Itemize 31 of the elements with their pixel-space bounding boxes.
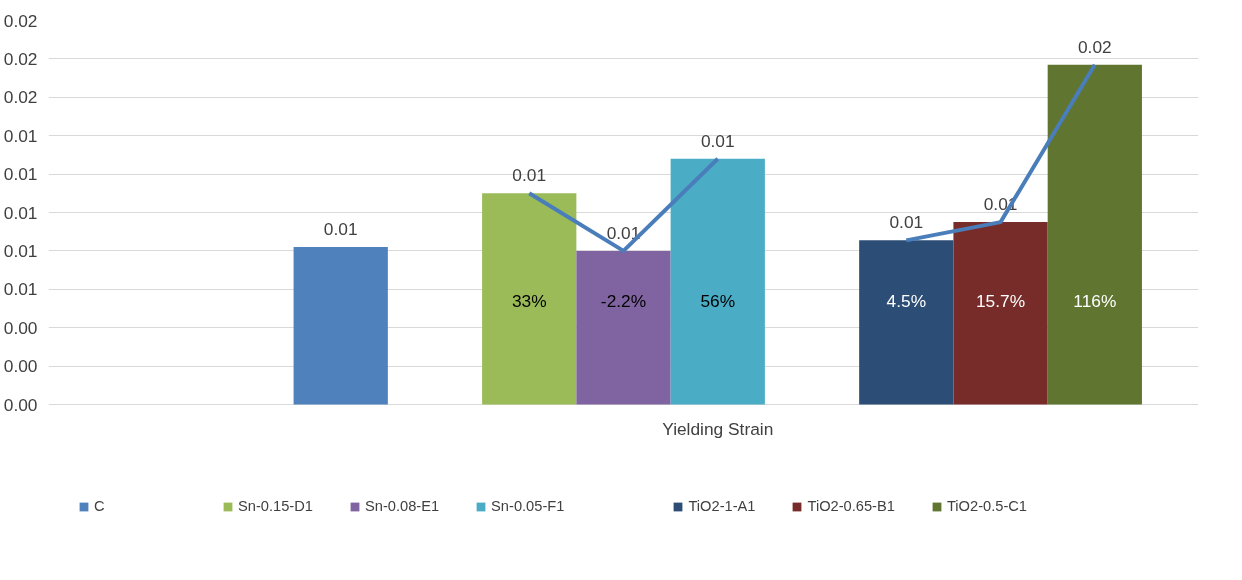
- y-tick-label: 0.02: [3, 10, 38, 31]
- y-tick-label: 0.01: [3, 240, 38, 261]
- y-tick-label: 0.01: [3, 164, 38, 185]
- y-tick-label: 0.00: [3, 356, 38, 377]
- annotation: 4.5%: [886, 290, 927, 311]
- y-tick-label: 0.02: [3, 87, 38, 108]
- annotation: 56%: [700, 290, 736, 311]
- data-label: 0.01: [889, 212, 924, 233]
- data-label: 0.01: [700, 130, 735, 151]
- y-tick-label: 0.00: [3, 394, 38, 415]
- annotation: 116%: [1073, 290, 1117, 311]
- annotation: 33%: [511, 290, 547, 311]
- annotation: -2.2%: [600, 290, 647, 311]
- y-tick-label: 0.02: [3, 48, 38, 69]
- legend-label: Sn-0.08-E1: [364, 498, 440, 514]
- legend-label: Sn-0.05-F1: [491, 498, 565, 514]
- annotation: 15.7%: [975, 290, 1026, 311]
- y-tick-label: 0.01: [3, 125, 38, 146]
- legend-label: C: [94, 498, 106, 514]
- legend-label: TiO2-1-A1: [688, 498, 756, 514]
- data-label: 0.02: [1077, 36, 1112, 57]
- y-tick-label: 0.00: [3, 317, 38, 338]
- x-tick-label: Yielding Strain: [662, 418, 774, 439]
- data-label: 0.01: [323, 219, 358, 240]
- y-tick-label: 0.01: [3, 279, 38, 300]
- data-label: 0.01: [512, 165, 547, 186]
- legend-label: TiO2-0.5-C1: [946, 498, 1028, 514]
- bar: [293, 247, 388, 405]
- legend-label: TiO2-0.65-B1: [807, 498, 895, 514]
- legend-label: Sn-0.15-D1: [238, 498, 313, 514]
- y-tick-label: 0.01: [3, 202, 38, 223]
